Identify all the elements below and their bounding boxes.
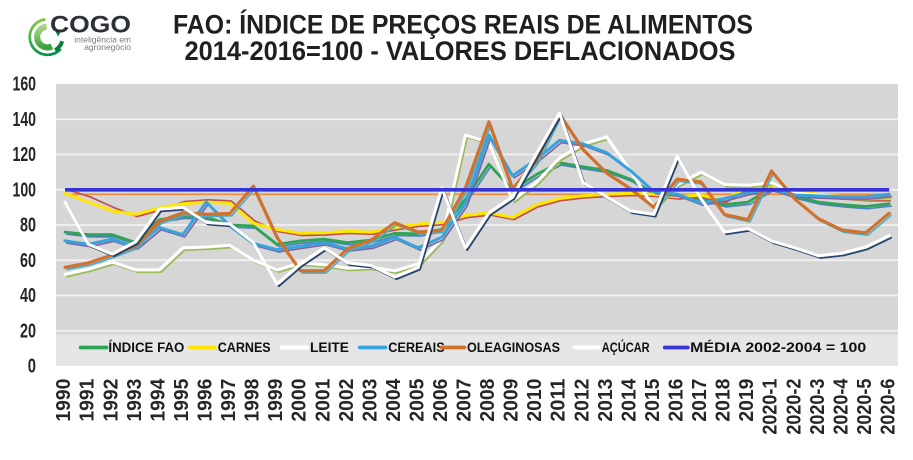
svg-text:agronegócio: agronegócio: [84, 42, 131, 52]
svg-text:2019: 2019: [736, 379, 758, 422]
svg-text:2015: 2015: [642, 379, 664, 422]
svg-text:COGO: COGO: [50, 12, 131, 39]
svg-text:2020-5: 2020-5: [854, 379, 876, 435]
svg-text:60: 60: [20, 250, 36, 272]
svg-text:2000: 2000: [289, 379, 311, 422]
svg-text:2016: 2016: [666, 379, 688, 422]
svg-text:1993: 1993: [124, 379, 146, 422]
svg-text:2017: 2017: [689, 379, 711, 422]
svg-text:2007: 2007: [454, 379, 476, 422]
svg-text:100: 100: [13, 179, 37, 201]
svg-text:MÉDIA 2002-2004 = 100: MÉDIA 2002-2004 = 100: [690, 340, 866, 355]
svg-text:1996: 1996: [194, 379, 216, 422]
svg-text:2011: 2011: [548, 379, 570, 422]
svg-text:1997: 1997: [218, 379, 240, 422]
svg-text:LEITE: LEITE: [310, 340, 349, 355]
svg-text:2010: 2010: [524, 379, 546, 422]
svg-text:80: 80: [20, 215, 36, 237]
svg-text:1991: 1991: [77, 379, 99, 422]
svg-text:2020-6: 2020-6: [877, 379, 899, 435]
svg-text:160: 160: [13, 74, 37, 96]
svg-text:2004: 2004: [383, 378, 405, 422]
svg-text:20: 20: [20, 320, 36, 342]
svg-text:2020-1: 2020-1: [760, 379, 782, 435]
svg-text:1995: 1995: [171, 379, 193, 422]
svg-text:40: 40: [20, 285, 36, 307]
svg-text:OLEAGINOSAS: OLEAGINOSAS: [467, 340, 560, 355]
svg-text:140: 140: [13, 109, 37, 131]
svg-text:1990: 1990: [53, 379, 75, 422]
svg-text:CARNES: CARNES: [218, 340, 271, 355]
svg-text:1999: 1999: [265, 379, 287, 422]
svg-text:2002: 2002: [336, 379, 358, 422]
svg-text:2020-4: 2020-4: [830, 378, 852, 435]
svg-text:2013: 2013: [595, 379, 617, 422]
svg-text:2014-2016=100 - VALORES DEFLAC: 2014-2016=100 - VALORES DEFLACIONADOS: [185, 36, 736, 66]
svg-text:2003: 2003: [359, 379, 381, 422]
svg-text:FAO: ÍNDICE DE PREÇOS REAIS DE: FAO: ÍNDICE DE PREÇOS REAIS DE ALIMENTOS: [173, 10, 753, 40]
svg-text:2020-2: 2020-2: [783, 379, 805, 435]
svg-text:2001: 2001: [312, 379, 334, 422]
svg-text:2012: 2012: [571, 379, 593, 422]
svg-text:ÍNDICE FAO: ÍNDICE FAO: [108, 340, 184, 355]
svg-text:1998: 1998: [242, 379, 264, 422]
svg-text:CEREAIS: CEREAIS: [388, 340, 445, 355]
svg-text:inteligência em: inteligência em: [74, 35, 131, 45]
svg-text:2014: 2014: [618, 378, 640, 422]
svg-text:1994: 1994: [147, 378, 169, 422]
svg-text:120: 120: [13, 144, 37, 166]
svg-text:2008: 2008: [477, 379, 499, 422]
svg-text:2020-3: 2020-3: [807, 379, 829, 435]
svg-text:1992: 1992: [100, 379, 122, 422]
svg-text:0: 0: [28, 356, 36, 378]
svg-text:2018: 2018: [713, 379, 735, 422]
svg-text:2009: 2009: [501, 379, 523, 422]
svg-text:2006: 2006: [430, 379, 452, 422]
svg-text:AÇÚCAR: AÇÚCAR: [602, 340, 650, 355]
svg-text:2005: 2005: [406, 379, 428, 422]
